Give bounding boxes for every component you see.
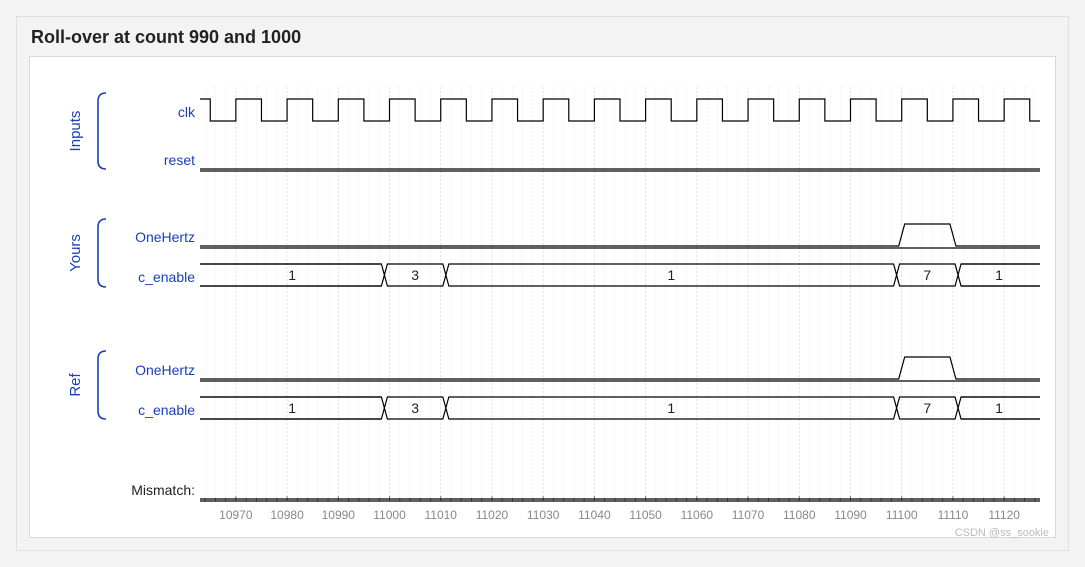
- signal-label: OneHertz: [135, 362, 195, 378]
- bus-value: 3: [411, 267, 419, 283]
- panel-title: Roll-over at count 990 and 1000: [17, 17, 1068, 56]
- group-bracket: [98, 219, 106, 287]
- tick-label: 11000: [373, 508, 406, 522]
- tick-label: 11100: [886, 508, 918, 522]
- tick-label: 11110: [938, 508, 969, 522]
- tick-label: 11070: [732, 508, 765, 522]
- signal-label: reset: [164, 152, 195, 168]
- OneHertz-wave: [200, 357, 1040, 379]
- waveform-box: 10970 10980 10990 11000 11010 11020 11030 11040…: [29, 56, 1056, 538]
- group-bracket: [98, 351, 106, 419]
- tick-label: 11060: [681, 508, 714, 522]
- OneHertz-wave: [200, 224, 1040, 246]
- bus-value: 1: [288, 267, 296, 283]
- group-label: Yours: [67, 234, 84, 272]
- bus-value: 1: [667, 400, 675, 416]
- tick-label: 10970: [219, 508, 253, 522]
- group-bracket: [98, 93, 106, 169]
- tick-label: 11120: [988, 508, 1020, 522]
- timing-panel: Roll-over at count 990 and 1000 10970109…: [16, 16, 1069, 551]
- tick-label: 10990: [322, 508, 356, 522]
- tick-label: 11090: [834, 508, 867, 522]
- tick-label: 11010: [424, 508, 457, 522]
- tick-label: 11050: [629, 508, 662, 522]
- signal-label: c_enable: [138, 402, 195, 418]
- tick-label: 10980: [270, 508, 304, 522]
- signal-label: Mismatch:: [131, 482, 195, 498]
- tick-label: 11080: [783, 508, 816, 522]
- tick-label: 11040: [578, 508, 611, 522]
- tick-label: 11030: [527, 508, 560, 522]
- bus-value: 1: [995, 267, 1003, 283]
- signal-label: c_enable: [138, 269, 195, 285]
- bus-value: 7: [923, 267, 931, 283]
- bus-value: 1: [995, 400, 1003, 416]
- tick-label: 11020: [476, 508, 509, 522]
- group-label: Inputs: [67, 111, 84, 152]
- group-label: Ref: [67, 372, 84, 396]
- clk-wave: [200, 99, 1040, 121]
- signal-label: clk: [178, 104, 196, 120]
- bus-value: 1: [667, 267, 675, 283]
- waveform-svg: 10970 10980 10990 11000 11010 11020 11030 11040…: [40, 69, 1050, 529]
- signal-label: OneHertz: [135, 229, 195, 245]
- bus-value: 3: [411, 400, 419, 416]
- bus-value: 7: [923, 400, 931, 416]
- bus-value: 1: [288, 400, 296, 416]
